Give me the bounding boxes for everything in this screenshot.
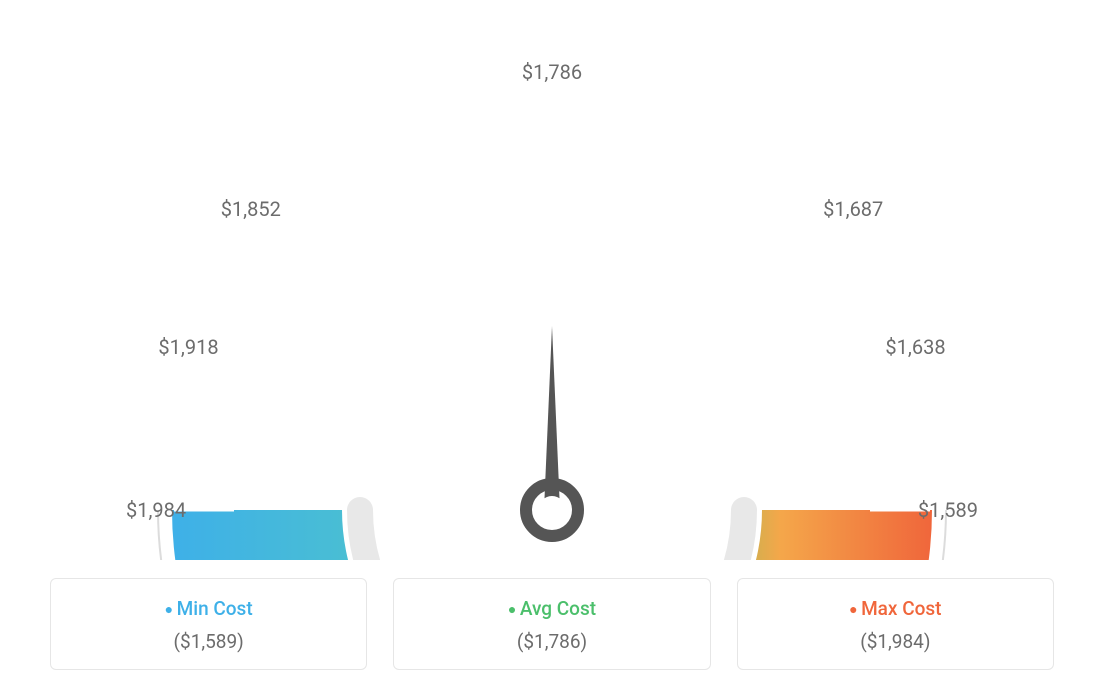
gauge-tick-label: $1,687 bbox=[823, 197, 883, 221]
legend-card-avg: Avg Cost ($1,786) bbox=[393, 578, 710, 670]
legend-max-label: Max Cost bbox=[748, 597, 1043, 620]
legend-row: Min Cost ($1,589) Avg Cost ($1,786) Max … bbox=[50, 578, 1054, 670]
gauge-tick-label: $1,918 bbox=[158, 335, 218, 359]
gauge-tick-label: $1,984 bbox=[126, 498, 186, 522]
legend-avg-value: ($1,786) bbox=[404, 630, 699, 653]
gauge-svg bbox=[122, 40, 982, 560]
legend-card-min: Min Cost ($1,589) bbox=[50, 578, 367, 670]
gauge-tick-label: $1,786 bbox=[522, 60, 582, 84]
gauge-tick-label: $1,638 bbox=[885, 335, 945, 359]
legend-avg-label: Avg Cost bbox=[404, 597, 699, 620]
legend-min-value: ($1,589) bbox=[61, 630, 356, 653]
legend-min-label: Min Cost bbox=[61, 597, 356, 620]
legend-card-max: Max Cost ($1,984) bbox=[737, 578, 1054, 670]
legend-max-value: ($1,984) bbox=[748, 630, 1043, 653]
gauge-tick-label: $1,589 bbox=[918, 498, 978, 522]
gauge-chart: $1,589 $1,638 $1,687 $1,786 $1,852 $1,918 $1,9… bbox=[122, 40, 982, 560]
gauge-tick-label: $1,852 bbox=[221, 197, 281, 221]
